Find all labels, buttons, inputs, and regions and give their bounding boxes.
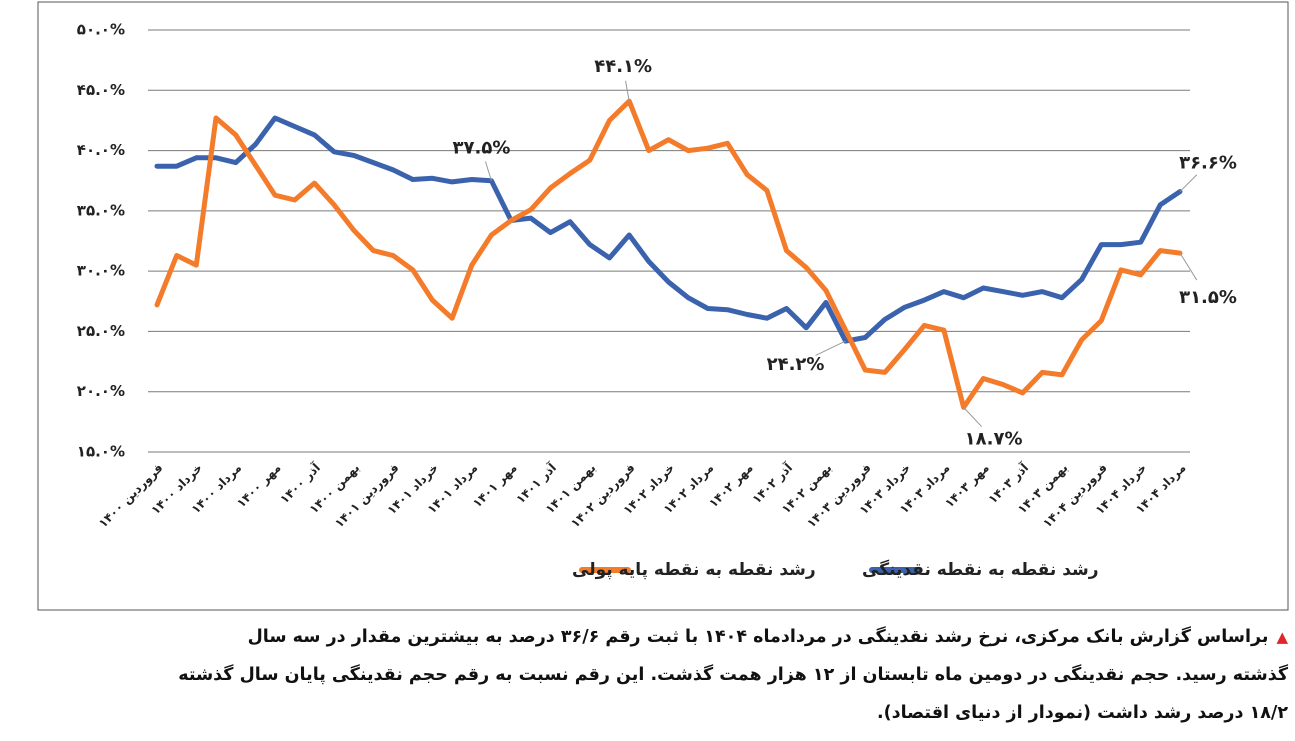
y-tick-label: ۴۵.۰%	[77, 81, 125, 99]
legend-label: رشد نقطه به نقطه پایه پولی	[572, 560, 816, 580]
y-tick-label: ۳۰.۰%	[77, 262, 125, 280]
leader-line	[963, 407, 982, 427]
y-tick-label: ۲۵.۰%	[77, 322, 125, 340]
caption-text: براساس گزارش بانک مرکزی، نرخ رشد نقدینگی…	[247, 627, 1269, 647]
caption-line: گذشته رسید. حجم نقدینگی در دومین ماه تاب…	[40, 656, 1288, 694]
caption-text: گذشته رسید. حجم نقدینگی در دومین ماه تاب…	[178, 665, 1288, 685]
value-label: ۲۴.۲%	[767, 354, 825, 375]
y-tick-label: ۳۵.۰%	[77, 201, 125, 219]
chart-frame	[37, 1, 1289, 611]
leader-line	[625, 80, 630, 102]
caption-marker: ▲	[1276, 628, 1288, 646]
value-label: ۳۷.۵%	[453, 138, 511, 159]
y-tick-label: ۵۰.۰%	[77, 21, 125, 39]
caption-line: ۱۸/۲ درصد رشد داشت (نمودار از دنیای اقتص…	[40, 694, 1288, 732]
caption: ▲ براساس گزارش بانک مرکزی، نرخ رشد نقدینگ…	[40, 618, 1288, 732]
y-tick-label: ۴۰.۰%	[77, 141, 125, 159]
caption-line: ▲ براساس گزارش بانک مرکزی، نرخ رشد نقدینگ…	[40, 618, 1288, 656]
y-tick-label: ۲۰.۰%	[77, 382, 125, 400]
leader-line	[1179, 252, 1198, 281]
value-label: ۳۱.۵%	[1179, 287, 1237, 308]
caption-text: ۱۸/۲ درصد رشد داشت (نمودار از دنیای اقتص…	[876, 703, 1288, 723]
leader-line	[1179, 174, 1198, 192]
legend-label: رشد نقطه به نقطه نقدینگی	[862, 559, 1099, 580]
leader-line	[484, 161, 492, 181]
value-label: ۱۸.۷%	[965, 428, 1023, 449]
series-line	[154, 115, 1183, 344]
chart: ۱۵.۰% ۲۰.۰% ۲۵.۰% ۳۰.۰% ۳۵.۰% ۴۰.۰% ۴۵.۰% ۵۰.۰%…	[37, 1, 1289, 611]
y-tick-label: ۱۵.۰%	[77, 443, 125, 461]
value-label: ۳۶.۶%	[1179, 153, 1237, 174]
x-tick-label: فروردین ۱۴۰۰	[96, 461, 166, 531]
leader-line	[815, 340, 846, 356]
value-label: ۴۴.۱%	[594, 56, 652, 77]
series-line	[154, 98, 1183, 410]
